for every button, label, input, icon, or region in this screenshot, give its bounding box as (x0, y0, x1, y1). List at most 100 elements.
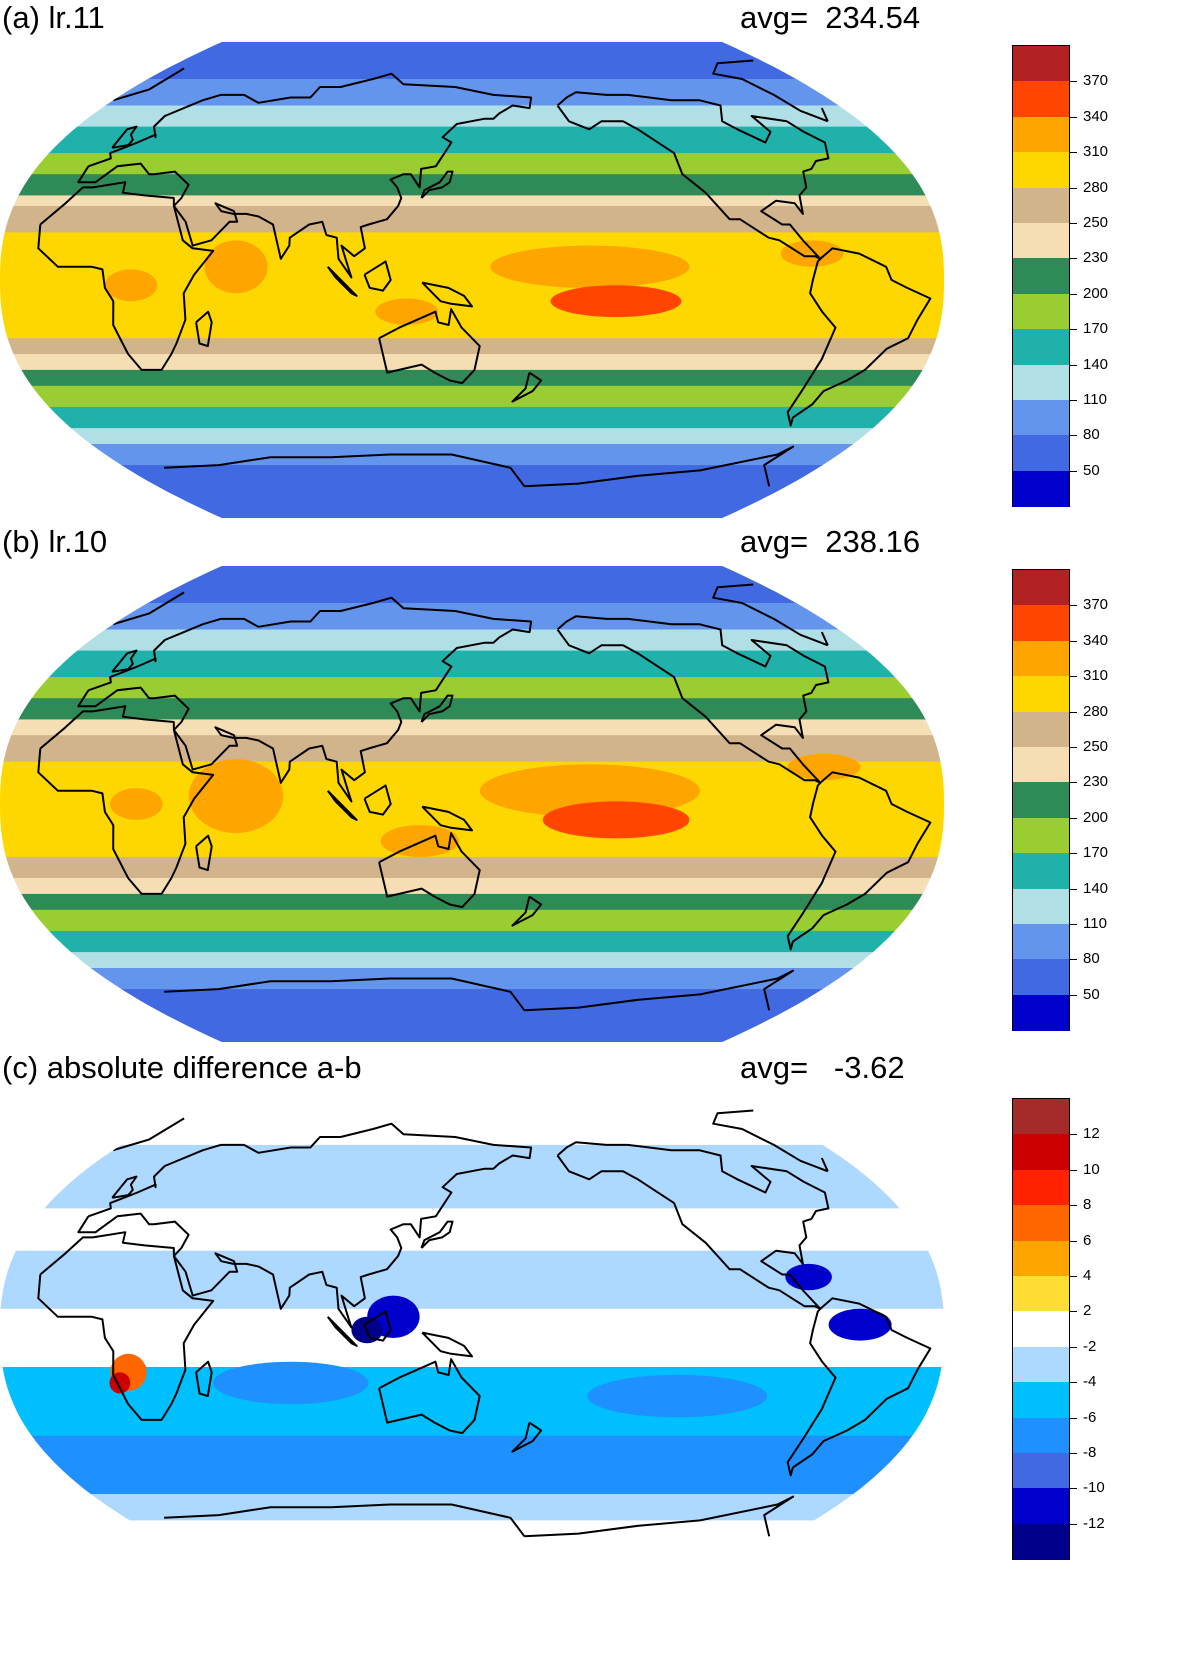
colorbar-label: 230 (1083, 773, 1109, 791)
colorbar-tick (1069, 1417, 1077, 1419)
colorbar-swatch (1013, 223, 1069, 259)
field-band (0, 1367, 944, 1437)
colorbar-label: -10 (1083, 1479, 1105, 1497)
field-band (0, 444, 944, 466)
colorbar-label: 12 (1083, 1125, 1100, 1143)
colorbar-tick (1069, 1488, 1077, 1490)
colorbar-label: 170 (1083, 844, 1109, 862)
coast-australia (378, 308, 481, 385)
colorbar-tick (1069, 116, 1077, 118)
field-band (0, 856, 944, 879)
field-band (0, 677, 944, 699)
field-band (0, 1435, 944, 1495)
coast-antarctica (164, 969, 795, 1012)
colorbar-label: -2 (1083, 1337, 1097, 1355)
colorbar-swatch (1013, 1276, 1069, 1312)
coast-madagascar (195, 310, 213, 348)
field-band (0, 968, 944, 990)
field-band (0, 878, 944, 895)
coast-africa (37, 705, 215, 895)
map-field (0, 1092, 944, 1568)
field-band (0, 698, 944, 720)
colorbar-tick (1069, 293, 1077, 295)
coast-borneo (363, 784, 392, 816)
colorbar-swatch (1013, 1099, 1069, 1135)
colorbar-swatch (1013, 1488, 1069, 1525)
field-band (0, 1144, 944, 1209)
colorbar-swatch (1013, 747, 1069, 783)
colorbar-tick (1069, 1382, 1077, 1384)
panel-b: (b) lr.10 avg= 238.16 370 340 310 280 250 230… (0, 524, 1188, 1044)
colorbar-label: 8 (1083, 1196, 1092, 1214)
colorbar-label: 50 (1083, 985, 1100, 1003)
colorbar-label: 340 (1083, 107, 1109, 125)
field-band (0, 195, 944, 207)
coast-borneo (363, 260, 392, 292)
coast-madagascar (195, 834, 213, 872)
coast-greenland (112, 1109, 829, 1173)
colorbar-tick (1069, 888, 1077, 890)
colorbar-swatch (1013, 435, 1069, 472)
coast-uk (111, 1175, 138, 1199)
coast-antarctica (164, 445, 795, 488)
colorbar-swatch (1013, 258, 1069, 295)
colorbar-tick (1069, 994, 1077, 996)
field-anomaly (828, 1308, 892, 1341)
colorbar-tick (1069, 152, 1077, 154)
colorbar-label: 370 (1083, 596, 1109, 614)
colorbar-tick (1069, 1169, 1077, 1171)
field-band (0, 893, 944, 911)
colorbar-tick (1069, 400, 1077, 401)
field-band (0, 952, 944, 969)
coast-uk (111, 125, 138, 149)
colorbar-swatch (1013, 711, 1069, 748)
coast-newzealand (511, 1421, 543, 1453)
coast-japan (420, 170, 454, 199)
colorbar-tick (1069, 81, 1077, 83)
colorbar-swatch (1013, 81, 1069, 118)
field-band (0, 42, 944, 80)
field-anomaly (375, 298, 439, 325)
colorbar-swatch (1013, 1346, 1069, 1383)
colorbar-tick (1069, 924, 1077, 925)
colorbar-label: 340 (1083, 631, 1109, 649)
coast-eurasia (77, 1122, 533, 1329)
colorbar-label: 280 (1083, 702, 1109, 720)
colorbar-label: 200 (1083, 808, 1109, 826)
colorbar-label: 80 (1083, 950, 1100, 968)
colorbar-label: 2 (1083, 1302, 1092, 1320)
colorbar-swatch (1013, 400, 1069, 436)
coast-sumatra (326, 790, 358, 821)
panel-average: avg= 238.16 (740, 524, 921, 559)
coast-greenland (112, 583, 829, 647)
coast-greenland (112, 59, 829, 123)
colorbar-tick (1069, 187, 1077, 189)
colorbar-label: -8 (1083, 1444, 1097, 1461)
colorbar-swatch (1013, 1311, 1069, 1348)
colorbar-tick (1069, 223, 1077, 224)
colorbar-tick (1069, 1276, 1077, 1277)
field-band (0, 153, 944, 175)
field-anomaly (380, 825, 459, 857)
panel-c: (c) absolute difference a-b avg= -3.62 1… (0, 1050, 1188, 1677)
coast-n-america (556, 615, 830, 784)
coast-newguinea (421, 281, 473, 308)
colorbar-swatch (1013, 853, 1069, 890)
coast-n-america (556, 1141, 830, 1310)
colorbar-swatch (1013, 329, 1069, 366)
panel-average: avg= 234.54 (740, 0, 921, 35)
field-anomaly (188, 759, 284, 834)
coast-newguinea (421, 1331, 473, 1358)
field-anomaly (110, 788, 163, 820)
colorbar-label: 280 (1083, 178, 1109, 196)
colorbar-label: -12 (1083, 1514, 1105, 1532)
colorbar-swatch (1013, 1523, 1069, 1560)
colorbar-label: 50 (1083, 461, 1100, 479)
colorbar-tick (1069, 959, 1077, 961)
field-band (0, 1520, 944, 1568)
colorbar-swatch (1013, 293, 1069, 330)
colorbar-label: 250 (1083, 214, 1109, 231)
colorbar-swatch (1013, 605, 1069, 642)
coast-newguinea (421, 805, 473, 832)
field-band (0, 1208, 944, 1252)
